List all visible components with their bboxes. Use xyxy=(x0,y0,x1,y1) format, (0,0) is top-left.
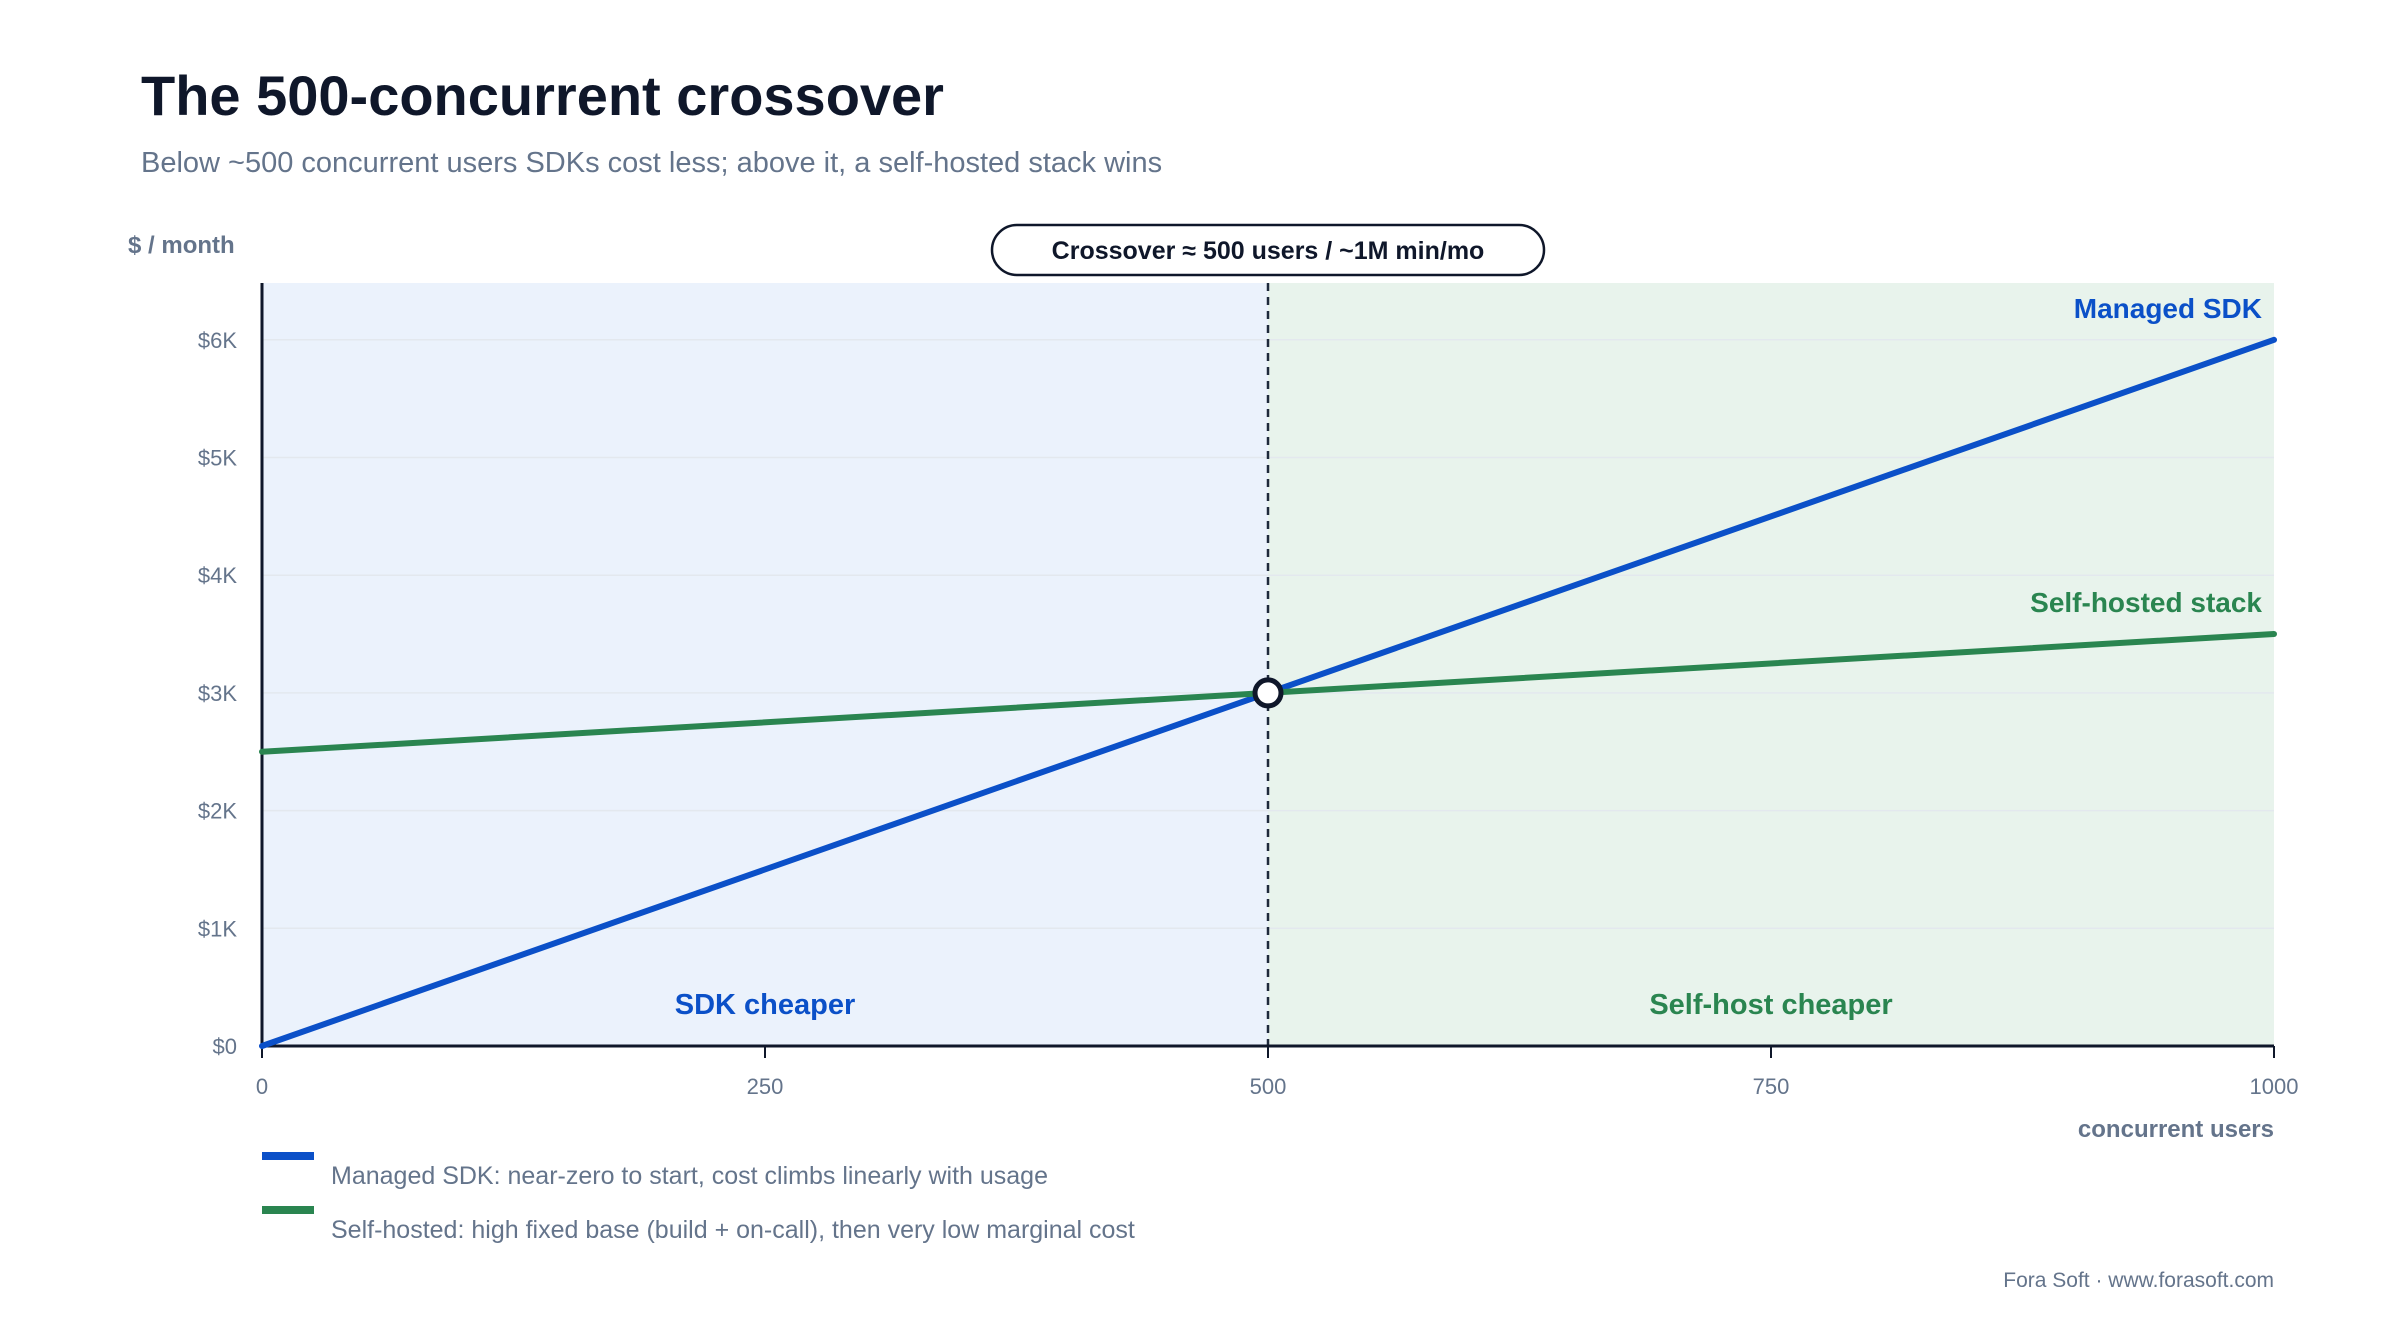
y-tick-label: $2K xyxy=(198,799,237,824)
x-axis-title: concurrent users xyxy=(2078,1116,2274,1143)
y-axis-ticks: $0 $1K $2K $3K $4K $5K $6K xyxy=(198,328,237,1059)
region-label: Self-host cheaper xyxy=(1649,989,1892,1021)
x-tick-label: 750 xyxy=(1753,1074,1790,1099)
chart-subtitle: Below ~500 concurrent users SDKs cost le… xyxy=(141,147,1162,179)
series-labels: Managed SDK Self-hosted stack xyxy=(2030,293,2262,618)
series-label: Self-hosted stack xyxy=(2030,587,2262,618)
x-tick-label: 500 xyxy=(1250,1074,1287,1099)
legend-label: Self-hosted: high fixed base (build + on… xyxy=(331,1216,1135,1244)
region-labels: SDK cheaper Self-host cheaper xyxy=(675,989,1893,1021)
region-1 xyxy=(262,283,1268,1046)
crossover-point xyxy=(1252,677,1284,709)
region-label: SDK cheaper xyxy=(675,989,856,1021)
x-tick-label: 1000 xyxy=(2250,1074,2299,1099)
y-tick-label: $0 xyxy=(213,1034,237,1059)
x-tick-label: 0 xyxy=(256,1074,268,1099)
crossover-callout: Crossover ≈ 500 users / ~1M min/mo xyxy=(990,223,1546,277)
credit-text: Fora Soft · www.forasoft.com xyxy=(2003,1269,2274,1292)
y-tick-label: $6K xyxy=(198,328,237,353)
crossover-callout-text: Crossover ≈ 500 users / ~1M min/mo xyxy=(1052,237,1485,265)
crossover-callout-box xyxy=(990,223,1546,277)
legend: Managed SDK: near-zero to start, cost cl… xyxy=(262,1152,1135,1244)
legend-swatch xyxy=(262,1206,314,1214)
series-label: Managed SDK xyxy=(2074,293,2262,324)
x-tick-label: 250 xyxy=(747,1074,784,1099)
legend-label: Managed SDK: near-zero to start, cost cl… xyxy=(331,1162,1048,1190)
legend-swatch xyxy=(262,1152,314,1160)
chart-title: The 500-concurrent crossover xyxy=(141,64,944,127)
x-axis-ticks: 0 250 500 750 1000 xyxy=(256,1046,2299,1099)
y-tick-label: $1K xyxy=(198,916,237,941)
y-tick-label: $5K xyxy=(198,446,237,471)
y-tick-label: $4K xyxy=(198,563,237,588)
crossover-marker xyxy=(1252,677,1284,709)
y-axis-title: $ / month xyxy=(128,232,235,259)
y-tick-label: $3K xyxy=(198,681,237,706)
